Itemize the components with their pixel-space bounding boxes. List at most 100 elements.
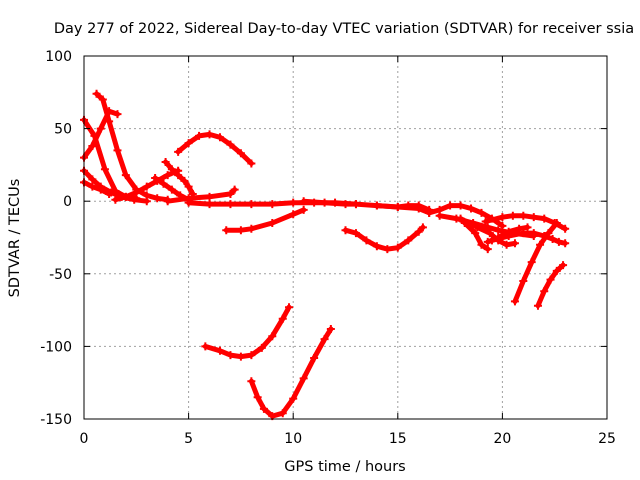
x-tick-label: 15 <box>389 431 407 447</box>
data-point <box>161 157 170 166</box>
x-axis-label: GPS time / hours <box>284 459 405 475</box>
data-point <box>508 211 517 220</box>
data-point <box>435 211 444 220</box>
data-point <box>473 223 482 232</box>
data-point <box>226 140 235 149</box>
data-point <box>467 204 476 213</box>
data-point <box>548 234 557 243</box>
data-point <box>460 218 469 227</box>
data-point <box>487 236 496 245</box>
chart-title: Day 277 of 2022, Sidereal Day-to-day VTE… <box>54 21 634 37</box>
y-tick-label: -100 <box>40 339 72 355</box>
data-point <box>299 205 308 214</box>
x-tick-label: 20 <box>493 431 511 447</box>
data-point <box>471 229 480 238</box>
data-point <box>205 130 214 139</box>
data-point <box>130 195 139 204</box>
data-point <box>502 240 511 249</box>
series-arc-6 <box>111 166 183 204</box>
series-arc-19 <box>460 218 492 254</box>
data-point <box>372 242 381 251</box>
data-point <box>236 149 245 158</box>
data-point <box>184 198 193 207</box>
data-point <box>151 173 160 182</box>
data-point <box>299 374 308 383</box>
y-tick-label: 0 <box>63 194 72 210</box>
data-point <box>226 189 235 198</box>
data-point <box>268 200 277 209</box>
data-point <box>88 142 97 151</box>
data-point <box>222 226 231 235</box>
data-point <box>132 188 141 197</box>
data-point <box>88 175 97 184</box>
data-point <box>546 275 555 284</box>
data-point <box>533 301 542 310</box>
data-point <box>529 229 538 238</box>
data-point <box>341 200 350 209</box>
data-point <box>320 335 329 344</box>
y-tick-label: 50 <box>54 122 72 138</box>
data-point <box>174 147 183 156</box>
data-point <box>414 201 423 210</box>
data-point <box>289 394 298 403</box>
data-point <box>559 261 568 270</box>
data-point <box>159 179 168 188</box>
data-point <box>523 223 532 232</box>
series-line <box>248 326 334 419</box>
data-point <box>247 377 256 386</box>
x-tick-label: 0 <box>80 431 89 447</box>
series-arc-11 <box>174 130 256 168</box>
data-point <box>205 200 214 209</box>
series-arc-25 <box>201 303 294 361</box>
series-arc-14 <box>341 223 427 254</box>
data-point <box>96 124 105 133</box>
data-point <box>519 229 528 238</box>
data-point <box>299 197 308 206</box>
series-arc-5 <box>80 178 114 198</box>
data-point <box>142 182 151 191</box>
data-point <box>519 211 528 220</box>
series-arc-13 <box>299 197 360 209</box>
data-point <box>414 227 423 236</box>
data-point <box>404 201 413 210</box>
data-point <box>247 200 256 209</box>
data-point <box>215 133 224 142</box>
data-point <box>167 165 176 174</box>
data-point <box>201 342 210 351</box>
data-point <box>456 201 465 210</box>
y-tick-label: 100 <box>45 49 72 65</box>
data-point <box>393 243 402 252</box>
data-point <box>111 195 120 204</box>
data-point <box>383 245 392 254</box>
data-point <box>326 324 335 333</box>
data-point <box>552 218 561 227</box>
data-point <box>456 214 465 223</box>
data-point <box>310 354 319 363</box>
data-point <box>257 343 266 352</box>
data-point <box>485 229 494 238</box>
data-point <box>289 210 298 219</box>
data-point <box>88 182 97 191</box>
data-point <box>163 171 172 180</box>
data-point <box>113 110 122 119</box>
data-point <box>477 240 486 249</box>
series-line <box>512 220 560 304</box>
data-point <box>205 192 214 201</box>
data-point <box>540 287 549 296</box>
series-line <box>175 131 254 166</box>
x-tick-label: 25 <box>598 431 616 447</box>
data-point <box>552 266 561 275</box>
data-point <box>184 182 193 191</box>
data-point <box>105 117 114 126</box>
y-axis-label: SDTVAR / TECUs <box>7 179 23 298</box>
data-point <box>554 237 563 246</box>
data-point <box>494 226 503 235</box>
series-line <box>301 198 359 207</box>
data-point <box>253 393 262 402</box>
data-point <box>519 277 528 286</box>
data-point <box>215 346 224 355</box>
data-point <box>561 224 570 233</box>
data-point <box>510 239 519 248</box>
data-point <box>289 198 298 207</box>
series-line <box>81 179 112 197</box>
